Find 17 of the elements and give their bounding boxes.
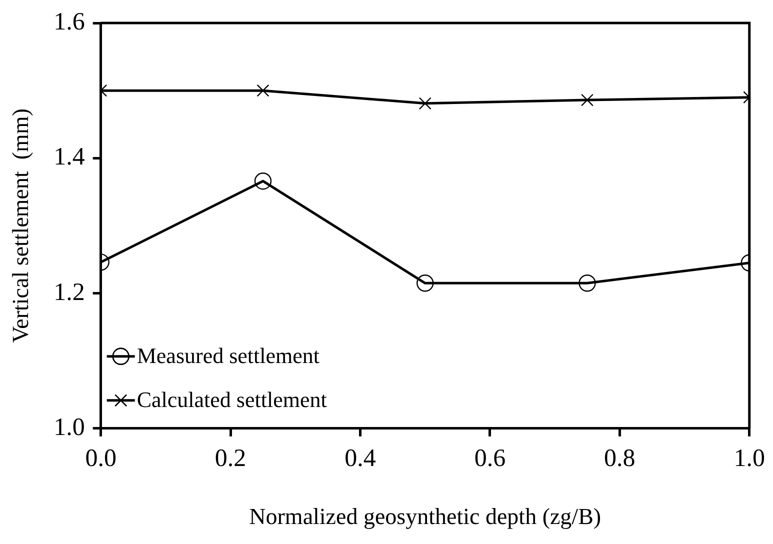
point: [416, 274, 434, 292]
legend-label: Measured settlement: [136, 343, 320, 368]
point: [418, 97, 432, 110]
y-tick-label: 1.2: [54, 278, 85, 306]
x-tick-label: 1.0: [734, 444, 765, 472]
y-tick-label: 1.4: [54, 144, 86, 171]
x-tick-label: 0.0: [85, 444, 116, 472]
x-axis-title: Normalized geosynthetic depth (zg/B): [249, 504, 602, 530]
x-tick-label: 0.2: [214, 444, 246, 472]
x-tick-label: 0.6: [474, 444, 506, 472]
y-tick-label: 1.0: [54, 414, 85, 441]
point: [580, 94, 594, 106]
y-axis-title: Vertical settlement (mm): [8, 108, 33, 343]
legend-label: Calculated settlement: [136, 387, 327, 412]
x-tick-label: 0.8: [604, 444, 636, 472]
y-tick-label: 1.6: [54, 8, 85, 36]
x-tick-label: 0.4: [344, 444, 376, 472]
